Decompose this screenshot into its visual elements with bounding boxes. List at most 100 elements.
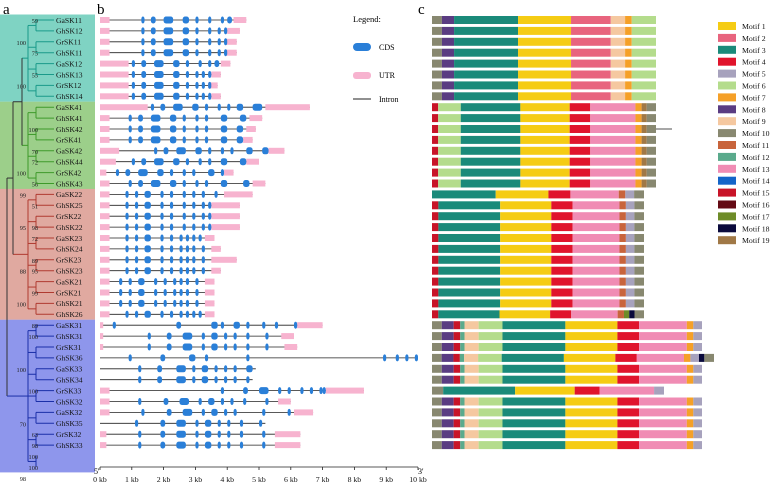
motif-legend-swatch: [718, 105, 736, 114]
gene-structure-row: [100, 81, 218, 89]
structure-legend: Legend: CDS UTR Intron: [353, 14, 399, 104]
utr-3-block: [220, 60, 231, 67]
motif-block: [432, 321, 442, 330]
bootstrap-value: 100: [29, 465, 38, 472]
motif-block: [432, 299, 439, 308]
motif-block: [454, 92, 519, 101]
motif-block: [438, 179, 461, 188]
utr-5-block: [100, 169, 107, 176]
cds-block: [182, 114, 186, 122]
cds-block: [201, 71, 205, 78]
cds-block: [138, 180, 143, 187]
cds-block: [220, 147, 225, 155]
motif-block: [572, 277, 620, 286]
cds-block: [185, 81, 190, 89]
motif-block: [641, 146, 647, 155]
motif-row: [432, 48, 656, 57]
motif-block: [565, 408, 618, 417]
motif-block: [432, 201, 439, 210]
clade-bg-2: [0, 101, 95, 189]
utr-3-block: [233, 17, 247, 23]
bootstrap-value: 100: [17, 301, 26, 308]
cds-block: [173, 71, 180, 78]
motif-block: [625, 266, 635, 275]
cds-block: [243, 180, 250, 187]
motif-block: [432, 26, 442, 35]
cds-block: [220, 398, 225, 405]
motif-block: [693, 419, 702, 428]
cds-block: [128, 136, 132, 144]
gene-label: GhSK41: [56, 114, 83, 123]
motif-block: [441, 59, 455, 68]
gene-structure-row: [100, 376, 253, 384]
motif-block: [693, 408, 702, 417]
motif-row: [432, 157, 656, 166]
cds-block: [163, 147, 169, 155]
cds-block: [138, 125, 143, 133]
cds-block: [195, 16, 199, 24]
motif-block: [502, 321, 566, 330]
motif-block: [499, 310, 551, 319]
motif-block: [520, 103, 570, 112]
motif-block: [551, 212, 573, 221]
motif-legend-label: Motif 2: [742, 34, 766, 43]
motif-block: [569, 114, 591, 123]
motif-block: [572, 212, 620, 221]
motif-block: [520, 179, 570, 188]
cds-block: [157, 376, 163, 384]
cds-block: [169, 267, 174, 275]
motif-legend-label: Motif 15: [742, 189, 770, 198]
motif-block: [460, 332, 465, 341]
cds-block: [198, 310, 202, 318]
cds-block: [201, 223, 205, 231]
utr-3-block: [325, 387, 364, 394]
axis-tick-label: 7 kb: [316, 475, 330, 484]
motif-block: [432, 255, 439, 264]
motif-block: [565, 321, 618, 330]
cds-block: [182, 190, 186, 198]
motif-block: [635, 146, 642, 155]
cds-block: [182, 212, 186, 220]
cds-block: [233, 321, 240, 329]
cds-block: [201, 190, 205, 198]
utr-5-block: [100, 93, 129, 100]
cds-block: [160, 103, 166, 111]
cds-block: [182, 201, 186, 209]
motif-block: [454, 16, 519, 24]
motif-block: [432, 353, 442, 362]
motif-block: [454, 48, 519, 57]
cds-block: [192, 234, 196, 242]
cds-block: [262, 408, 266, 416]
bootstrap-value: 100: [17, 367, 26, 374]
motif-block: [617, 419, 640, 428]
gene-label: GhSK11: [56, 49, 83, 58]
cds-block: [195, 71, 199, 78]
utr-5-block: [100, 82, 129, 89]
motif-block: [478, 419, 503, 428]
cds-block: [134, 267, 139, 275]
gene-structure-row: [100, 343, 298, 351]
cds-block: [169, 201, 174, 209]
cds-block: [224, 343, 228, 351]
motif-block: [610, 92, 626, 101]
cds-block: [204, 114, 209, 122]
motif-block: [500, 223, 552, 232]
cds-block: [201, 92, 205, 100]
cds-block: [224, 408, 228, 416]
motif-row: [432, 364, 702, 373]
motif-block: [693, 441, 702, 450]
gene-label: GrSK32: [56, 430, 82, 439]
motif-row: [432, 430, 702, 439]
motif-block: [610, 48, 626, 57]
motif-row: [432, 92, 656, 101]
motif-block: [518, 48, 572, 57]
cds-block: [246, 332, 250, 340]
gene-structure-row: [100, 387, 364, 395]
motif-block: [686, 397, 694, 406]
motif-row: [432, 321, 702, 330]
cds-block: [217, 103, 221, 111]
cds-block: [173, 278, 177, 286]
motif-block: [634, 244, 644, 253]
motif-block: [571, 81, 611, 90]
bootstrap-value: 51: [32, 203, 38, 210]
